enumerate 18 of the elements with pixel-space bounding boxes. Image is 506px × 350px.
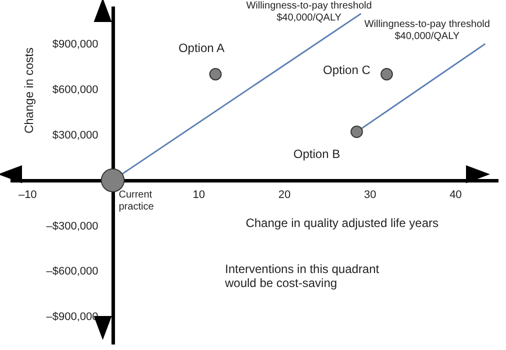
annotation: Option C bbox=[323, 63, 371, 78]
x-tick-label: 40 bbox=[450, 188, 462, 201]
annotation: Option A bbox=[178, 41, 224, 56]
x-tick-label: 20 bbox=[278, 188, 291, 201]
annotation: Current practice bbox=[118, 189, 154, 212]
annotation: Interventions in this quadrant would be cost-saving bbox=[224, 262, 380, 290]
x-axis-title: Change in quality adjusted life years bbox=[246, 216, 438, 230]
x-tick-label: 10 bbox=[192, 188, 205, 201]
y-tick-label: –$300,000 bbox=[46, 220, 98, 232]
x-tick-label: 30 bbox=[364, 188, 376, 201]
y-tick-label: $900,000 bbox=[52, 38, 98, 50]
annotation: Option B bbox=[293, 146, 340, 161]
y-tick-label: –$600,000 bbox=[46, 266, 98, 278]
y-tick-label: $600,000 bbox=[52, 84, 98, 96]
x-tick-label: –10 bbox=[18, 188, 37, 201]
y-tick-label: $300,000 bbox=[52, 129, 98, 142]
y-tick-label: –$900,000 bbox=[46, 311, 98, 324]
y-axis-title: Change in costs bbox=[22, 47, 36, 134]
